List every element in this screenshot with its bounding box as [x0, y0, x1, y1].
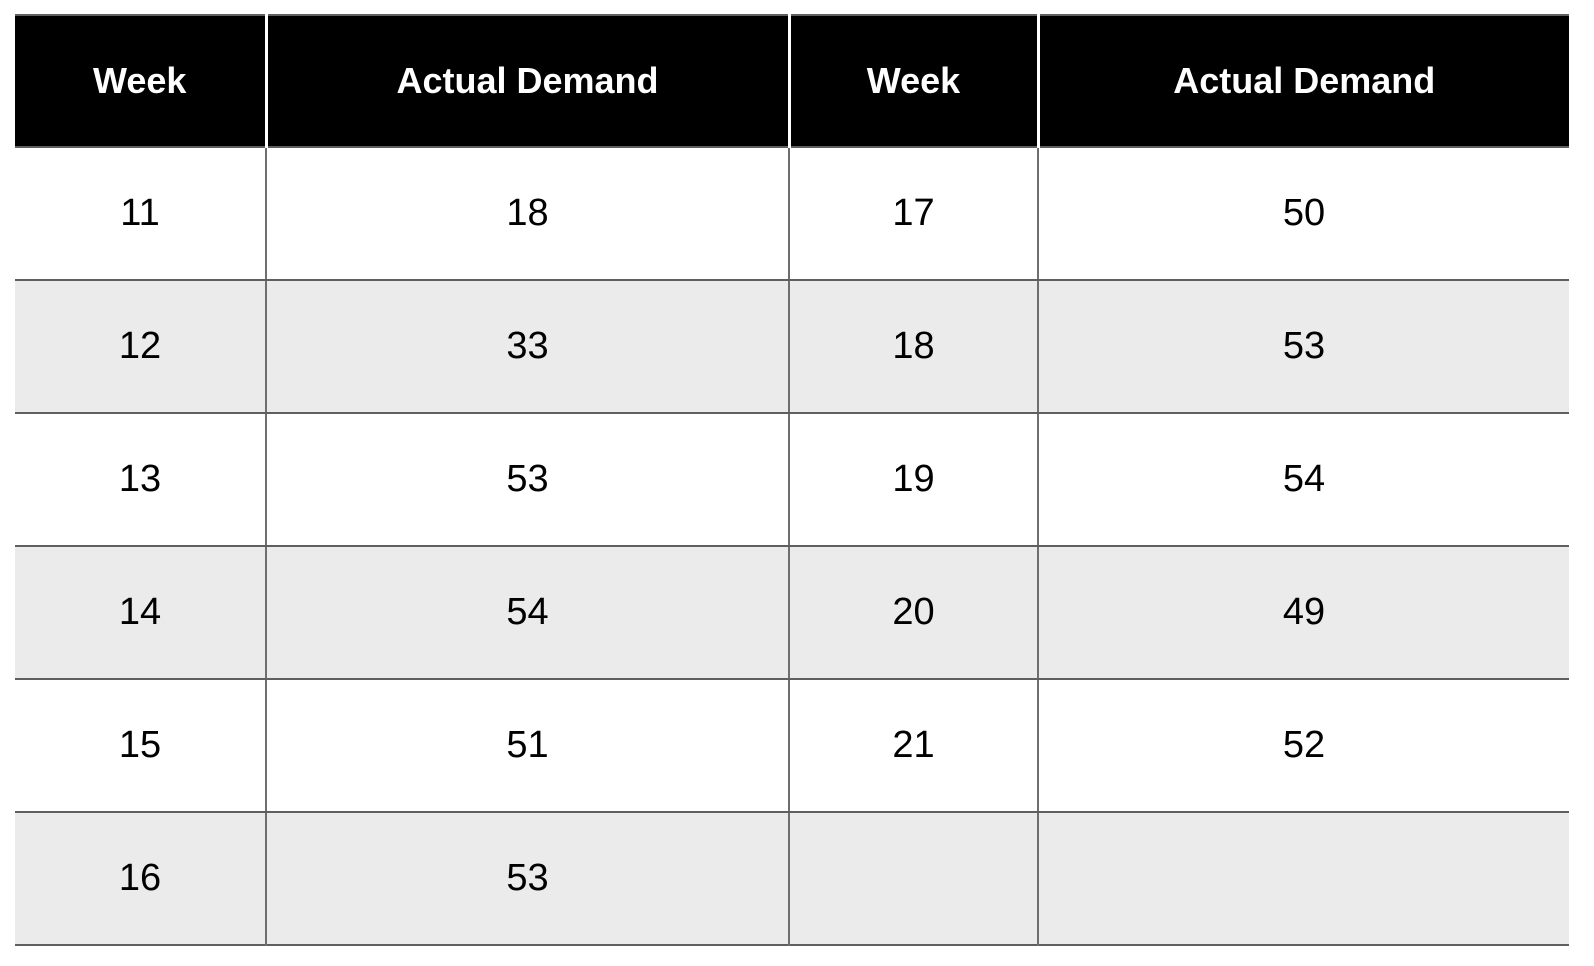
table-cell-week: 11 [15, 147, 266, 281]
table-cell-week: 17 [788, 147, 1038, 281]
table-cell-demand: 54 [1037, 413, 1569, 547]
table-cell-demand: 53 [265, 413, 789, 547]
table-cell-week: 20 [788, 546, 1038, 680]
table-cell-week: 13 [15, 413, 266, 547]
table-row: 16 53 [15, 812, 1569, 945]
actual-demand-table: Week Actual Demand Week Actual Demand 11… [15, 14, 1569, 946]
table-cell-week: 16 [15, 812, 266, 945]
table-cell-week: 14 [15, 546, 266, 680]
table-cell-week: 19 [788, 413, 1038, 547]
table-cell-week: 18 [788, 280, 1038, 414]
table-row: 15 51 21 52 [15, 679, 1569, 813]
header-cell-week-right: Week [787, 15, 1038, 148]
table-row: 13 53 19 54 [15, 413, 1569, 547]
table-cell-demand: 53 [265, 812, 789, 945]
table-cell-demand: 50 [1037, 147, 1569, 281]
table-row: 12 33 18 53 [15, 280, 1569, 414]
table-cell-demand-empty [1037, 812, 1569, 945]
table-cell-demand: 51 [265, 679, 789, 813]
header-cell-demand-left: Actual Demand [264, 15, 789, 148]
table-cell-week: 21 [788, 679, 1038, 813]
table-cell-demand: 52 [1037, 679, 1569, 813]
table-header-row: Week Actual Demand Week Actual Demand [15, 15, 1569, 148]
table-cell-week: 12 [15, 280, 266, 414]
table-cell-demand: 49 [1037, 546, 1569, 680]
header-cell-demand-right: Actual Demand [1036, 15, 1569, 148]
header-cell-week-left: Week [15, 15, 266, 148]
table-cell-demand: 54 [265, 546, 789, 680]
table-cell-demand: 53 [1037, 280, 1569, 414]
demand-table-container: Week Actual Demand Week Actual Demand 11… [15, 14, 1569, 946]
table-cell-week: 15 [15, 679, 266, 813]
table-row: 14 54 20 49 [15, 546, 1569, 680]
table-cell-week-empty [788, 812, 1038, 945]
table-cell-demand: 18 [265, 147, 789, 281]
table-cell-demand: 33 [265, 280, 789, 414]
table-row: 11 18 17 50 [15, 147, 1569, 281]
